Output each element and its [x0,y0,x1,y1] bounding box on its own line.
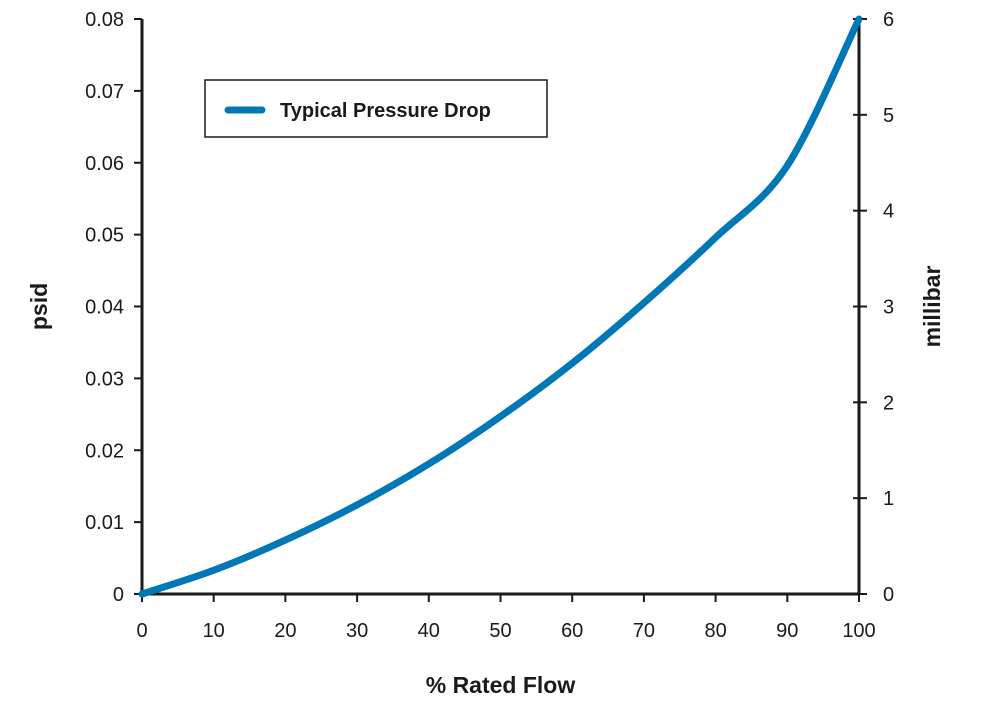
y-tick-label-left: 0.06 [85,153,124,175]
legend: Typical Pressure Drop [204,79,548,138]
y-tick-label-right: 2 [883,392,894,414]
series-layer [138,15,863,598]
x-tick-label: 40 [418,620,440,642]
y-tick-label-left: 0.05 [85,225,124,247]
y-tick-label-left: 0.03 [85,368,124,390]
x-tick-label: 70 [633,620,655,642]
y-ticks-right: 0 1 2 3 4 5 6 [853,9,894,606]
y-tick-label-left: 0.04 [85,297,124,319]
y-tick-label-right: 4 [883,201,894,223]
x-axis-title: % Rated Flow [426,672,576,698]
x-tick-label: 80 [704,620,726,642]
y-tick-label-right: 5 [883,105,894,127]
y-tick-label-left: 0 [113,584,124,606]
y-axis-title-right: millibar [919,266,945,348]
legend-label: Typical Pressure Drop [280,100,491,122]
y-tick-label-left: 0.01 [85,512,124,534]
y-tick-label-right: 3 [883,297,894,319]
y-tick-label-right: 0 [883,584,894,606]
x-tick-label: 0 [136,620,147,642]
x-tick-label: 20 [274,620,296,642]
x-tick-label: 100 [842,620,875,642]
x-tick-label: 60 [561,620,583,642]
y-axis-title-left: psid [26,283,52,330]
y-tick-label-right: 1 [883,488,894,510]
y-ticks-left: 0 0.01 0.02 0.03 0.04 0.05 0.06 0.07 0.08 [85,9,142,606]
x-tick-label: 30 [346,620,368,642]
x-tick-label: 10 [203,620,225,642]
x-tick-label: 50 [489,620,511,642]
x-ticks: 0 10 20 30 40 50 60 70 80 90 100 [136,594,876,642]
y-tick-label-left: 0.02 [85,440,124,462]
y-tick-label-left: 0.07 [85,81,124,103]
y-tick-label-right: 6 [883,9,894,31]
y-tick-label-left: 0.08 [85,9,124,31]
series-line-pressure-drop [138,15,863,598]
x-tick-label: 90 [776,620,798,642]
